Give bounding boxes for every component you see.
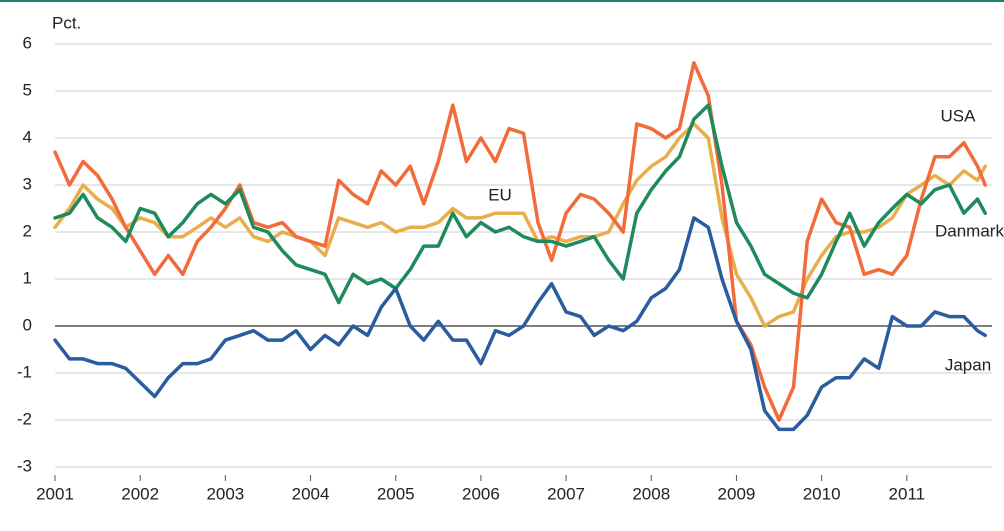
series-line (53, 122, 987, 328)
y-axis-label: Pct. (52, 13, 81, 32)
x-tick-label: 2005 (377, 484, 415, 503)
series-line (53, 61, 987, 422)
y-tick-label: 6 (23, 33, 32, 52)
x-tick-label: 2009 (718, 484, 756, 503)
series-label: Danmark (935, 221, 1004, 240)
y-tick-label: -2 (17, 409, 32, 428)
y-tick-label: 1 (23, 268, 32, 287)
y-tick-label: 4 (23, 127, 32, 146)
x-tick-label: 2010 (803, 484, 841, 503)
x-tick-label: 2007 (547, 484, 585, 503)
y-tick-label: -3 (17, 456, 32, 475)
series-label: USA (941, 106, 977, 125)
x-tick-label: 2006 (462, 484, 500, 503)
y-tick-label: 0 (23, 315, 32, 334)
y-tick-label: 2 (23, 221, 32, 240)
y-tick-label: 3 (23, 174, 32, 193)
y-tick-label: -1 (17, 362, 32, 381)
x-tick-label: 2002 (121, 484, 159, 503)
x-tick-label: 2004 (292, 484, 330, 503)
x-tick-label: 2001 (36, 484, 74, 503)
x-tick-label: 2008 (632, 484, 670, 503)
series-label: Japan (945, 355, 991, 374)
series-label: EU (488, 185, 512, 204)
series-line (53, 103, 987, 305)
x-tick-label: 2003 (206, 484, 244, 503)
series-line (53, 216, 987, 432)
y-tick-label: 5 (23, 80, 32, 99)
x-tick-label: 2011 (889, 484, 926, 503)
